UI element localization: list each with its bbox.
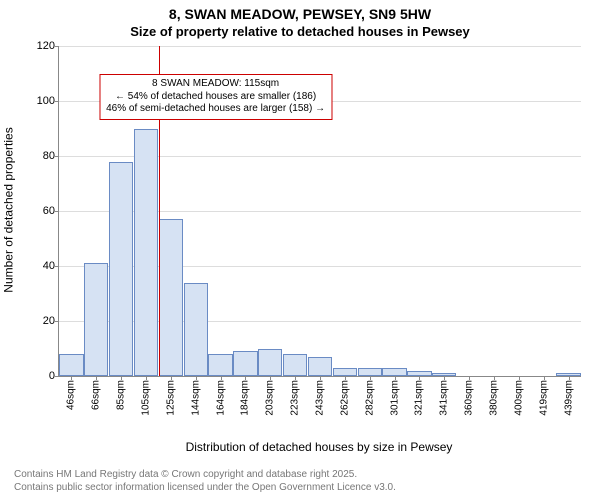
ytick-mark [55,101,59,102]
annotation-line3: 46% of semi-detached houses are larger (… [106,103,325,116]
xtick-label: 282sqm [364,380,375,416]
xtick-label: 321sqm [414,380,425,416]
xtick-label: 380sqm [489,380,500,416]
plot-area: 02040608010012046sqm66sqm85sqm105sqm125s… [58,46,581,377]
histogram-bar [184,283,208,377]
histogram-bar [358,368,382,376]
chart-title: 8, SWAN MEADOW, PEWSEY, SN9 5HW [0,6,600,22]
xtick-label: 301sqm [389,380,400,416]
annotation-line1: 8 SWAN MEADOW: 115sqm [106,78,325,91]
xtick-label: 184sqm [240,380,251,416]
xtick-label: 125sqm [165,380,176,416]
histogram-bar [233,351,257,376]
histogram-bar [84,263,108,376]
annotation-box: 8 SWAN MEADOW: 115sqm← 54% of detached h… [99,74,332,120]
xtick-label: 223sqm [290,380,301,416]
footer-line2: Contains public sector information licen… [14,481,396,494]
histogram-bar [382,368,406,376]
xtick-label: 400sqm [513,380,524,416]
histogram-bar [308,357,332,376]
histogram-bar [134,129,158,377]
gridline [59,46,581,47]
chart-root: 8, SWAN MEADOW, PEWSEY, SN9 5HW Size of … [0,0,600,500]
ytick-mark [55,376,59,377]
ytick-label: 120 [15,40,55,52]
ytick-label: 0 [15,370,55,382]
ytick-mark [55,266,59,267]
xtick-label: 419sqm [538,380,549,416]
ytick-mark [55,321,59,322]
ytick-label: 80 [15,150,55,162]
xtick-label: 360sqm [464,380,475,416]
footer-text: Contains HM Land Registry data © Crown c… [14,468,396,494]
histogram-bar [283,354,307,376]
xtick-label: 203sqm [265,380,276,416]
xtick-label: 105sqm [141,380,152,416]
xtick-label: 46sqm [66,380,77,410]
ytick-mark [55,211,59,212]
ytick-mark [55,156,59,157]
histogram-bar [109,162,133,377]
annotation-line2: ← 54% of detached houses are smaller (18… [106,91,325,104]
histogram-bar [208,354,232,376]
xtick-label: 144sqm [190,380,201,416]
xtick-label: 341sqm [439,380,450,416]
ytick-label: 100 [15,95,55,107]
footer-line1: Contains HM Land Registry data © Crown c… [14,468,396,481]
xtick-label: 66sqm [91,380,102,410]
xtick-label: 243sqm [315,380,326,416]
xtick-label: 262sqm [339,380,350,416]
xtick-label: 85sqm [116,380,127,410]
histogram-bar [59,354,83,376]
ytick-mark [55,46,59,47]
histogram-bar [333,368,357,376]
chart-subtitle: Size of property relative to detached ho… [0,24,600,39]
x-axis-label: Distribution of detached houses by size … [58,440,580,454]
histogram-bar [258,349,282,377]
xtick-label: 164sqm [215,380,226,416]
ytick-label: 20 [15,315,55,327]
ytick-label: 60 [15,205,55,217]
ytick-label: 40 [15,260,55,272]
histogram-bar [159,219,183,376]
xtick-label: 439sqm [563,380,574,416]
